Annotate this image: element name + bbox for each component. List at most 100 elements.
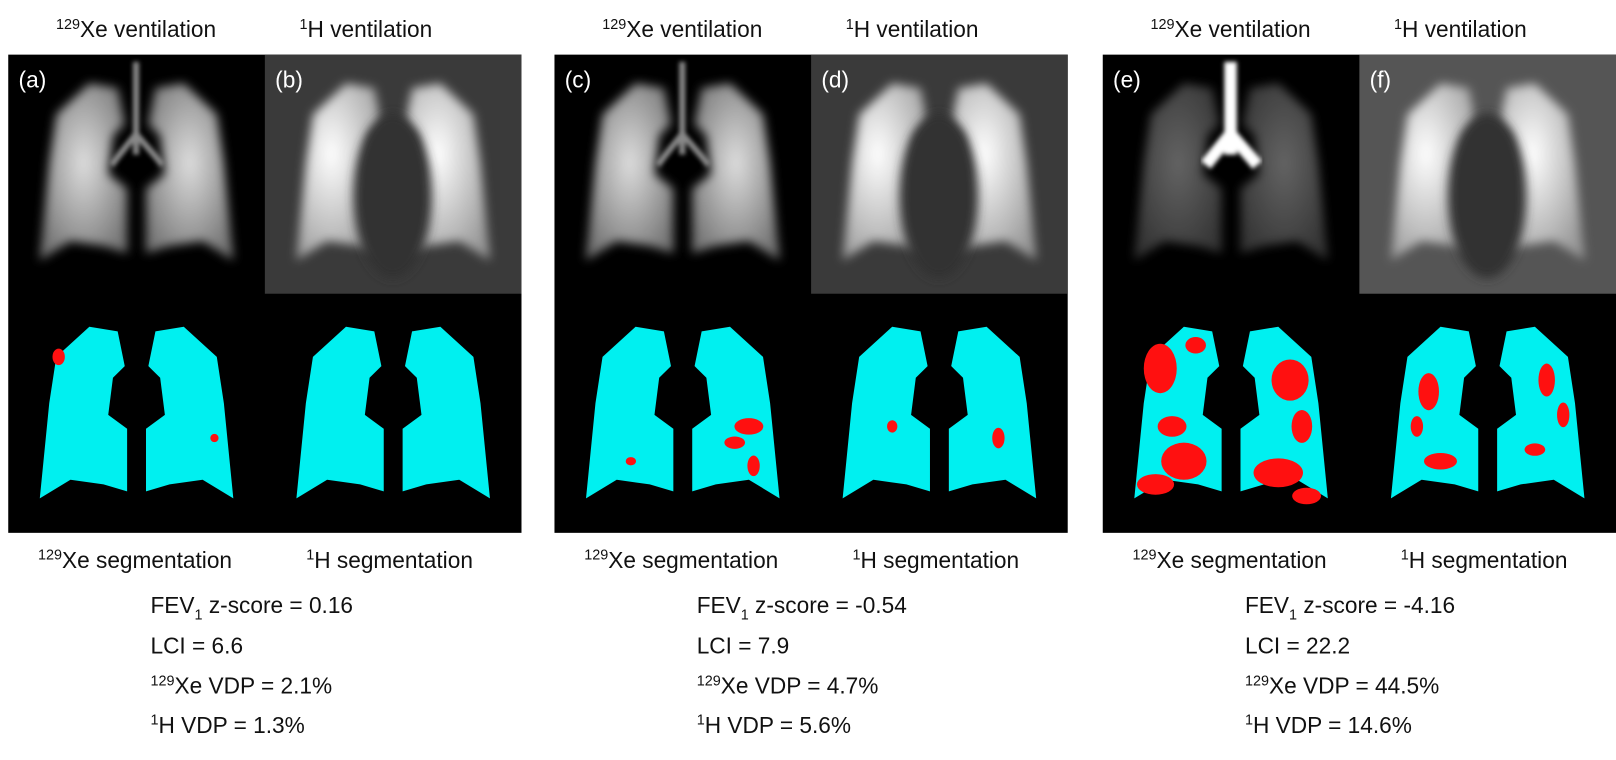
defect-region [1271,359,1309,401]
panel-letter: (b) [275,67,303,93]
lung-segmentation [692,326,780,499]
stat-label: z-score = [1297,592,1403,618]
airway-gap [921,360,959,433]
segmentation-label: 129Xe segmentation [584,547,778,573]
stat-value: 5.6% [799,712,851,738]
defect-region [1410,416,1424,437]
stat-vdp: 1H VDP = 5.6% [697,712,851,738]
subscript: 1 [195,607,203,623]
stat-vdp: 1H VDP = 1.3% [150,712,304,738]
title-text: Xe ventilation [626,16,762,42]
stat-vdp: 129Xe VDP = 2.1% [150,673,332,699]
defect-region [1185,337,1206,354]
superscript: 129 [1132,548,1156,564]
mediastinum [353,113,432,279]
defect-region [625,457,637,466]
stat-fev1: FEV1 z-score = -4.16 [1245,592,1455,623]
stat-value: 0.16 [309,592,353,618]
superscript: 129 [150,673,174,689]
stat-value: 4.7% [827,673,879,699]
column-title: 129Xe ventilation [1151,16,1311,42]
panel-letter: (c) [565,67,591,93]
defect-region [887,420,898,433]
defect-region [734,418,764,435]
stat-value: -4.16 [1403,592,1455,618]
defect-region [1538,363,1555,397]
airway-gap [118,360,156,433]
defect-region [1524,443,1546,456]
lung-segmentation [1497,326,1585,499]
lung-image [39,83,128,261]
stat-value: 7.9 [758,632,790,658]
title-text: H ventilation [1402,16,1527,42]
label-text: Xe segmentation [608,547,778,573]
stat-label: H VDP = [1253,712,1348,738]
defect-region [1292,487,1322,505]
superscript: 1 [306,548,314,564]
label-text: Xe segmentation [62,547,232,573]
stat-label: LCI = [150,632,211,658]
column-title: 1H ventilation [846,16,979,42]
subscript: 1 [1289,607,1297,623]
label-text: H segmentation [860,547,1019,573]
stat-lci: LCI = 6.6 [150,632,243,658]
superscript: 129 [602,17,626,33]
airway-gap [664,360,702,433]
lung-segmentation [948,326,1037,499]
label-text: H segmentation [314,547,473,573]
segmentation-label: 1H segmentation [1401,547,1568,573]
defect-region [210,433,219,443]
defect-region [1157,416,1187,437]
stat-label: z-score = [203,592,309,618]
defect-region [1423,452,1457,470]
superscript: 1 [852,548,860,564]
stat-name: FEV [697,592,742,618]
superscript: 129 [1151,17,1175,33]
stat-label: LCI = [697,632,758,658]
stat-label: Xe VDP = [721,673,827,699]
airway-gap [375,360,413,433]
column-title: 129Xe ventilation [56,16,216,42]
lung-segmentation [842,326,930,499]
superscript: 129 [38,548,62,564]
stat-value: 2.1% [281,673,333,699]
superscript: 129 [584,548,608,564]
segmentation-label: 1H segmentation [306,547,473,573]
lung-segmentation [1390,326,1479,499]
panel-letter: (e) [1113,67,1141,93]
stat-label: Xe VDP = [175,673,281,699]
title-text: H ventilation [308,16,433,42]
stat-fev1: FEV1 z-score = 0.16 [150,592,353,623]
superscript: 129 [697,673,721,689]
title-text: Xe ventilation [80,16,216,42]
lung-image [145,83,234,261]
defect-region [1136,474,1175,495]
column-title: 1H ventilation [300,16,433,42]
airway [1200,61,1263,169]
stat-value: 1.3% [253,712,305,738]
superscript: 1 [1245,713,1253,729]
airway [655,61,712,167]
stat-label: H VDP = [705,712,800,738]
defect-region [724,436,746,449]
mediastinum [899,113,979,279]
defect-region [1253,458,1304,488]
lung-segmentation [586,326,674,499]
airway [108,61,166,167]
label-text: Xe segmentation [1157,547,1327,573]
stat-label: H VDP = [158,712,253,738]
stat-fev1: FEV1 z-score = -0.54 [697,592,907,623]
stat-vdp: 129Xe VDP = 4.7% [697,673,879,699]
stat-value: 6.6 [212,632,244,658]
airway-gap [1213,360,1250,433]
stat-label: LCI = [1245,632,1306,658]
lung-segmentation [39,326,128,499]
lung-image [1134,83,1222,261]
defect-region [1143,343,1177,394]
panel-letter: (f) [1370,67,1391,93]
stat-lci: LCI = 22.2 [1245,632,1350,658]
stat-vdp: 129Xe VDP = 44.5% [1245,673,1439,699]
